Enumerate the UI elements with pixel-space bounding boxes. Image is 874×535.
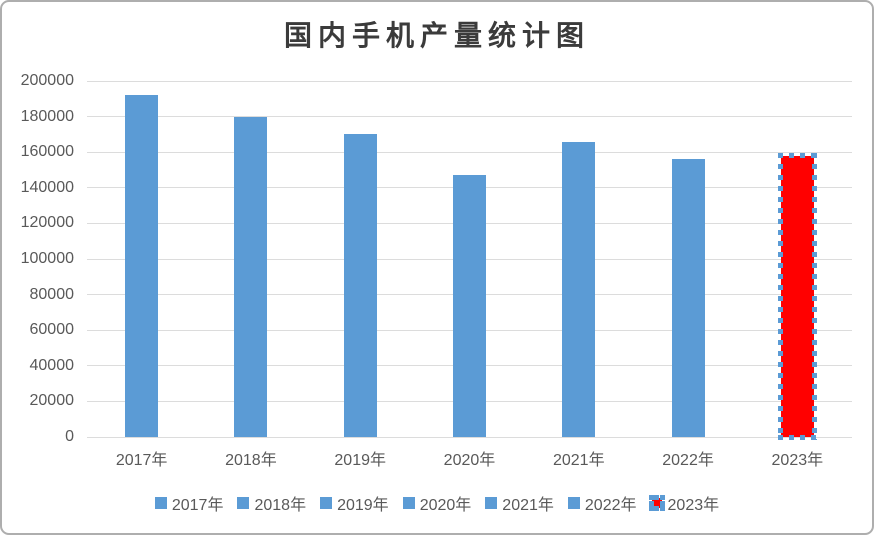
legend-selection-handle: [648, 495, 654, 500]
y-axis-tick-label: 0: [65, 428, 74, 445]
legend-selection-handle: [654, 506, 660, 511]
legend-item-label: 2017年: [171, 497, 224, 514]
legend-item[interactable]: 2021年: [485, 491, 554, 515]
legend-selection-handle: [659, 495, 665, 500]
chart-bar[interactable]: [125, 95, 159, 437]
legend-swatch: [485, 497, 498, 509]
legend-item[interactable]: 2019年: [320, 491, 389, 515]
legend-swatch-fill: [237, 497, 250, 509]
y-axis-tick-label: 180000: [20, 107, 74, 125]
legend-item-label: 2022年: [584, 497, 637, 514]
x-axis-tick-label: 2019年: [334, 452, 386, 469]
x-axis-labels: 2017年 2018年 2019年 2020年 2021年 2022年 2023年: [87, 450, 852, 472]
legend-item-label: 2020年: [419, 497, 472, 514]
chart-bar[interactable]: [234, 116, 268, 437]
x-axis-tick-label: 2021年: [552, 452, 605, 469]
gridline: [87, 151, 852, 153]
legend-swatch-fill: [567, 497, 580, 509]
chart-bar[interactable]: [562, 141, 596, 437]
x-axis-tick-label: 2018年: [225, 452, 277, 469]
legend-item[interactable]: 2017年: [154, 491, 224, 515]
chart-bar-selected[interactable]: [777, 152, 817, 440]
y-axis-tick-label: 200000: [20, 72, 74, 89]
y-axis-tick-label: 100000: [20, 250, 74, 267]
y-axis-tick-label: 40000: [29, 356, 75, 374]
y-axis-tick-label: 20000: [29, 392, 75, 410]
legend-item-label: 2021年: [502, 497, 554, 514]
legend-swatch: [402, 497, 415, 509]
chart-title: 国内手机产量统计图: [283, 21, 590, 52]
x-axis-tick-label: 2020年: [443, 452, 496, 469]
gridline: [87, 436, 852, 438]
legend-swatch-selected-fill: [651, 498, 662, 508]
selection-handle-strip: [811, 152, 817, 440]
legend-selection-handle: [648, 506, 654, 511]
legend-item[interactable]: 2022年: [567, 491, 637, 515]
chart-bar[interactable]: [671, 159, 705, 437]
legend-swatch: [320, 497, 333, 509]
legend-swatch: [567, 497, 580, 509]
legend-selection-handle: [659, 500, 665, 506]
chart-bar[interactable]: [343, 134, 377, 437]
selection-handle-strip: [777, 152, 817, 158]
plot-area: [87, 80, 852, 440]
gridline: [87, 116, 852, 118]
legend-swatch-fill: [402, 497, 415, 509]
legend-item-label: 2019年: [337, 497, 389, 514]
legend-swatch-fill: [154, 497, 167, 509]
y-axis-tick-label: 80000: [29, 285, 75, 303]
legend-swatch: [154, 497, 167, 509]
selection-handle-strip: [777, 435, 817, 440]
x-axis-tick-label: 2022年: [662, 452, 714, 469]
legend-selection-handle: [654, 495, 660, 500]
legend-swatch-fill: [320, 497, 333, 509]
legend-swatch: [648, 495, 665, 511]
y-axis-tick-label: 140000: [20, 178, 74, 196]
legend-item-label: 2018年: [254, 497, 307, 514]
x-axis-tick-label: 2023年: [771, 452, 824, 469]
y-axis-tick-label: 120000: [20, 214, 74, 232]
legend: 2017年 2018年 2019年 2020年 2021年 2022年 2023年: [2, 490, 872, 516]
selection-handle-strip: [777, 152, 783, 440]
legend-swatch-fill: [485, 497, 498, 509]
y-axis-labels: 0 20000 40000 60000 80000 100000 120000 140000 1…: [2, 72, 80, 445]
x-axis-tick-label: 2017年: [115, 452, 168, 469]
gridline: [87, 80, 852, 82]
legend-selection-handle: [659, 506, 665, 511]
y-axis-tick-label: 60000: [29, 321, 75, 339]
chart-bar[interactable]: [453, 175, 486, 437]
legend-selection-handle: [648, 500, 654, 506]
legend-item[interactable]: 2018年: [237, 491, 306, 515]
legend-item[interactable]: 2020年: [402, 491, 472, 515]
y-axis-tick-label: 160000: [20, 143, 74, 161]
legend-swatch: [237, 497, 250, 509]
legend-item[interactable]: 2023年: [648, 491, 720, 515]
legend-item-label: 2023年: [667, 497, 720, 514]
